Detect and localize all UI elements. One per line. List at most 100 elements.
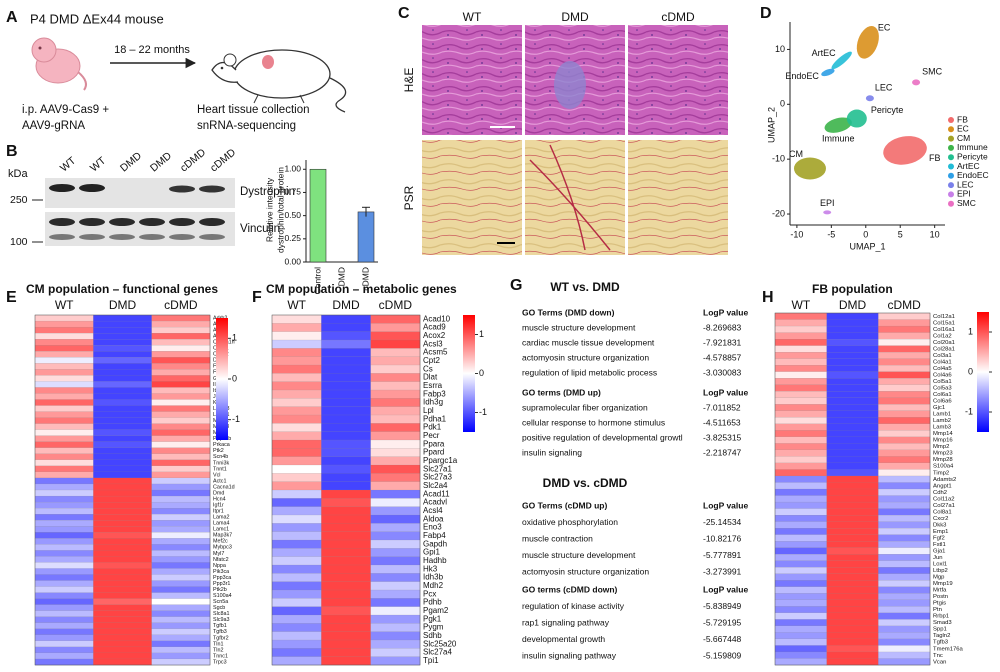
panel-letter: A	[6, 9, 18, 26]
heatmap-title: FB population	[812, 282, 893, 296]
heatmap-cell	[878, 417, 931, 425]
gene-label: Col8a1	[933, 509, 952, 515]
heatmap-cell	[151, 453, 211, 461]
heatmap-cell	[878, 651, 931, 659]
heatmap-cell	[93, 483, 152, 491]
heatmap-cell	[93, 604, 152, 611]
x-tick-label: -10	[790, 229, 803, 239]
heatmap-cell	[370, 331, 421, 341]
heatmap-cell	[878, 580, 931, 588]
gene-label: Ptn	[933, 607, 942, 613]
gene-label: Idh3g	[423, 398, 443, 407]
heatmap-cell	[321, 339, 371, 349]
cluster	[865, 95, 874, 102]
gene-label: Adamts2	[933, 477, 956, 483]
column-header: WT	[463, 10, 482, 24]
heatmap-cell	[826, 567, 879, 575]
heatmap-cell	[878, 462, 931, 470]
gene-label: Cacna1d	[213, 484, 235, 490]
heatmap-cell	[370, 623, 421, 632]
heatmap-cell	[370, 431, 421, 441]
heatmap-cell	[93, 544, 152, 551]
heatmap-cell	[774, 384, 827, 392]
gene-label: Eno3	[423, 523, 442, 532]
lane-label: cDMD	[178, 146, 208, 174]
legend-swatch	[948, 163, 954, 170]
heatmap-cell	[321, 323, 371, 332]
heatmap-cell	[774, 345, 827, 353]
heatmap-cell	[271, 323, 322, 332]
cluster	[912, 79, 921, 86]
heatmap-cell	[93, 616, 152, 624]
gene-label: Acadvl	[423, 498, 447, 507]
heatmap-cell	[774, 625, 827, 633]
legend-swatch	[948, 182, 954, 189]
unit-label: kDa	[8, 168, 28, 180]
heatmap-cell	[878, 593, 931, 601]
heatmap-cell	[93, 417, 152, 424]
heatmap-cell	[774, 423, 827, 431]
heatmap-cell	[151, 429, 211, 436]
heatmap-cell	[878, 423, 931, 431]
heatmap-cell	[774, 501, 827, 509]
heatmap-cell	[151, 544, 211, 551]
gene-label: Gja1	[933, 548, 945, 554]
gene-label: Slc8a1	[213, 611, 229, 617]
heatmap-cell	[878, 469, 931, 477]
heatmap-cell	[271, 498, 322, 507]
gene-label: Mef2c	[213, 539, 228, 545]
gene-label: Tln2	[213, 647, 224, 653]
heatmap-cell	[93, 435, 152, 442]
heatmap-cell	[271, 531, 322, 541]
gene-label: S100a4	[213, 593, 232, 599]
gene-label: Acad11	[423, 489, 450, 498]
heatmap-cell	[826, 495, 879, 503]
heatmap-cell	[271, 364, 322, 374]
heatmap-cell	[151, 405, 211, 412]
y-tick-label: 1.00	[284, 164, 301, 174]
heatmap-cell	[826, 632, 879, 640]
heatmap-cell	[878, 358, 931, 366]
heatmap-cell	[151, 616, 211, 624]
heatmap-cell	[878, 397, 931, 405]
gene-label: Nfatc2	[213, 557, 229, 563]
legend-swatch	[948, 172, 954, 179]
gene-label: Ppard	[423, 448, 444, 457]
logp-value: -7.921831	[703, 337, 742, 347]
legend-swatch	[948, 144, 954, 151]
heatmap-cell	[826, 391, 879, 399]
heatmap-cell	[271, 406, 322, 416]
heatmap-cell	[774, 534, 827, 542]
heatmap-cell	[878, 449, 931, 457]
gene-label: Gjc1	[933, 405, 945, 411]
logp-value: -2.218747	[703, 447, 742, 457]
gene-label: Hcn4	[213, 496, 226, 502]
heatmap-cell	[321, 348, 371, 357]
gene-label: Pdha1	[423, 414, 447, 423]
gene-label: Col1a2	[933, 333, 952, 339]
gene-label: Hadhb	[423, 556, 447, 565]
heatmap-cell	[34, 580, 94, 587]
heatmap-cell	[34, 495, 94, 503]
heatmap-cell	[151, 568, 211, 575]
column-header: cDMD	[164, 298, 198, 312]
heatmap-cell	[370, 498, 421, 507]
heatmap-cell	[34, 375, 94, 382]
heatmap-cell	[878, 619, 931, 627]
legend-label: ArtEC	[957, 161, 980, 171]
heatmap-cell	[34, 363, 94, 370]
go-term: actomyosin structure organization	[522, 566, 649, 576]
gene-label: Pgam2	[423, 606, 449, 615]
panel-letter: B	[6, 143, 18, 160]
heatmap-cell	[774, 495, 827, 503]
heatmap-cell	[93, 453, 152, 461]
heatmap-cell	[34, 556, 94, 563]
gene-label: Trpc3	[213, 659, 227, 665]
heatmap-cell	[370, 648, 421, 657]
heatmap-cell	[774, 508, 827, 516]
value-header: LogP value	[703, 584, 748, 594]
gene-label: Mmp19	[933, 581, 953, 587]
heatmap-cell	[34, 369, 94, 376]
gene-label: Pcx	[423, 589, 436, 598]
heatmap-cell	[826, 410, 879, 418]
